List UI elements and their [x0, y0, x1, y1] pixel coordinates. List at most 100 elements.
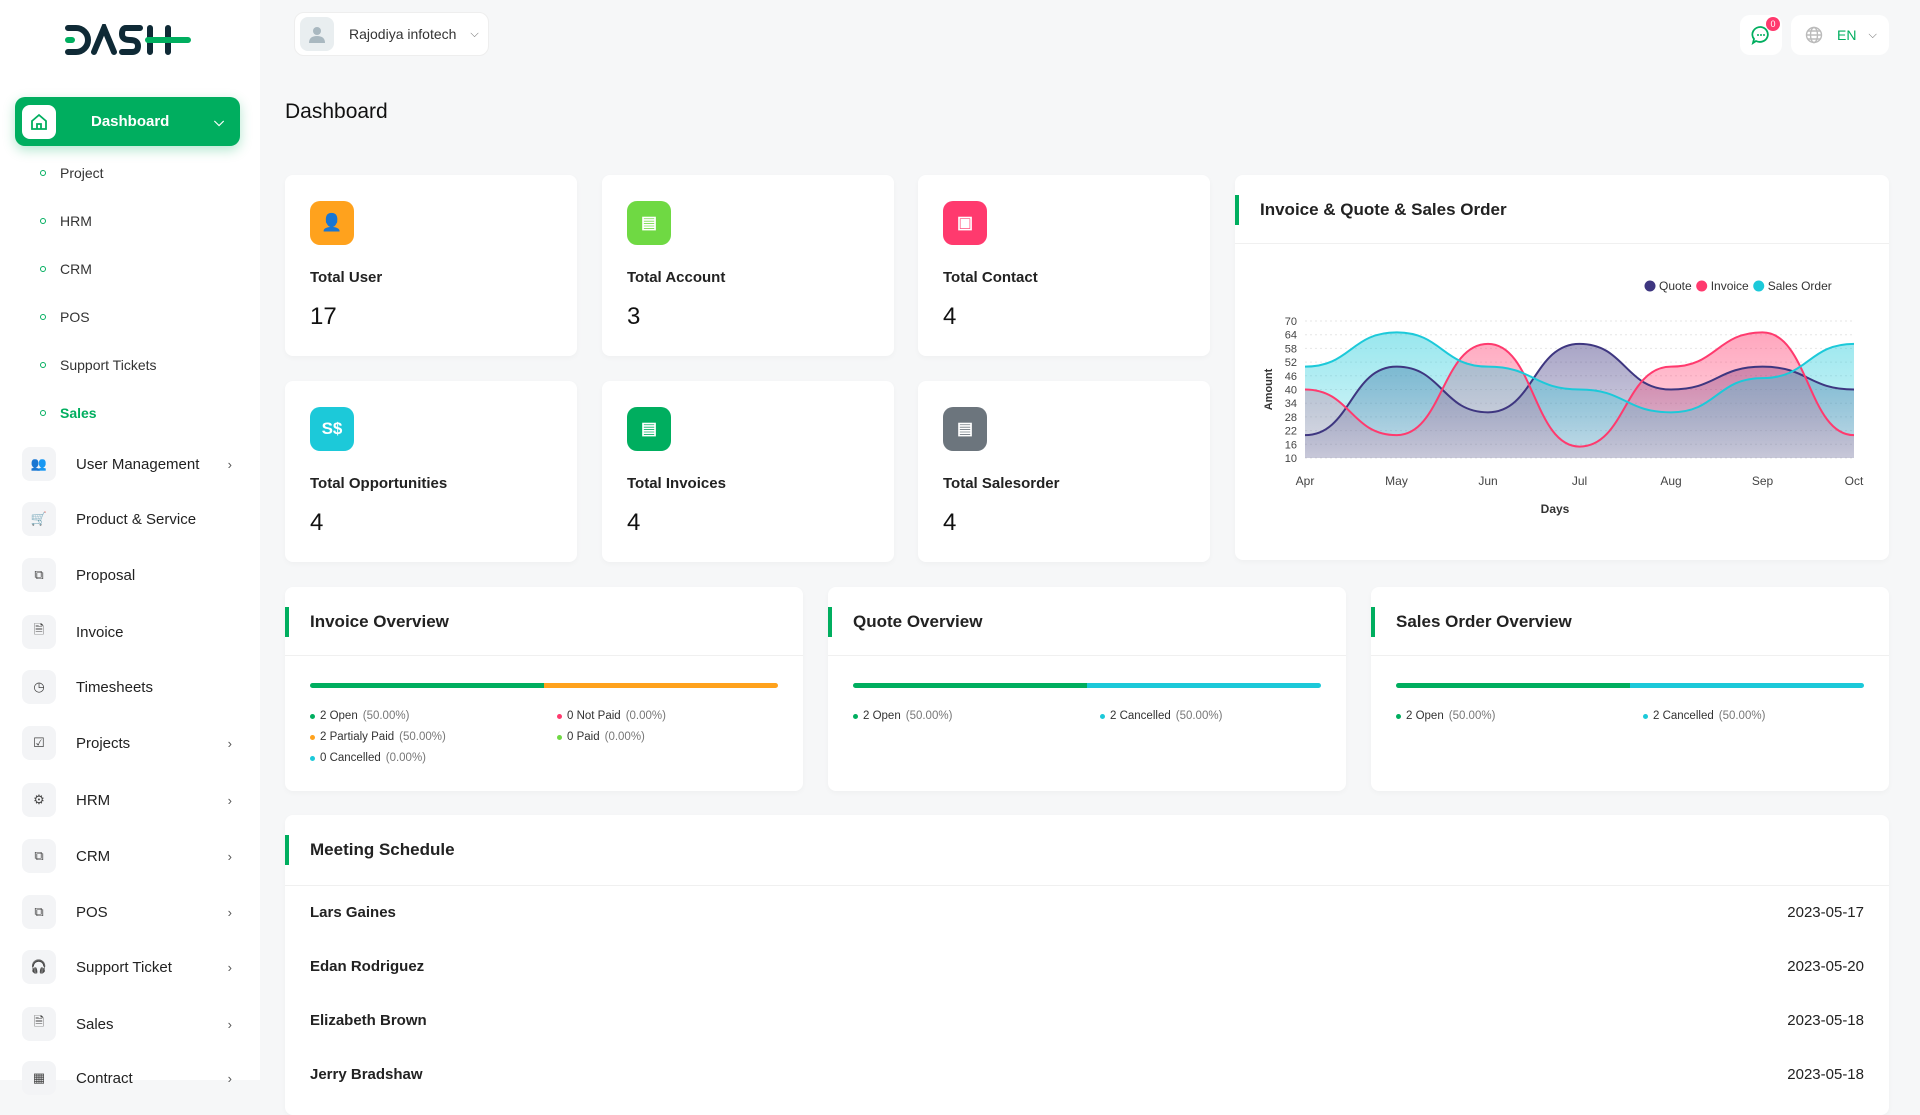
sidebar-item-product-service[interactable]: 🛒 Product & Service	[22, 501, 232, 537]
chevron-right-icon: ›	[227, 792, 232, 808]
y-tick-label: 46	[1285, 371, 1297, 383]
clock-icon: ◷	[22, 670, 56, 704]
sidebar-subitem-hrm[interactable]: HRM	[40, 213, 92, 229]
bullet-icon	[40, 218, 46, 224]
dot-icon	[853, 713, 858, 719]
legend-marker	[1696, 280, 1708, 292]
salesorder-icon: ▤	[943, 407, 987, 451]
dot-icon	[310, 713, 315, 719]
layers-icon: ⧉	[22, 895, 56, 929]
sidebar-item-invoice[interactable]: 🗎 Invoice	[22, 614, 232, 650]
legend-item: 2 Partialy Paid (50.00%)	[310, 731, 446, 743]
file-icon: 🗎	[22, 615, 56, 649]
account-icon: ▤	[627, 201, 671, 245]
area-sales-order	[1305, 332, 1854, 458]
legend-marker	[1753, 280, 1765, 292]
line-invoice[interactable]	[1304, 331, 1855, 448]
line-quote[interactable]	[1304, 342, 1855, 437]
sidebar: Dashboard ⌵ Project HRM CRM POS Support Tick…	[0, 0, 260, 1095]
checklist-icon: ☑	[22, 726, 56, 760]
globe-icon	[1805, 26, 1823, 44]
sidebar-item-proposal[interactable]: ⧉ Proposal	[22, 557, 232, 593]
sidebar-item-dashboard[interactable]: Dashboard ⌵	[15, 97, 240, 146]
sidebar-item-hrm[interactable]: ⚙ HRM ›	[22, 782, 232, 818]
sidebar-item-timesheets[interactable]: ◷ Timesheets	[22, 669, 232, 705]
sidebar-subitem-support-tickets[interactable]: Support Tickets	[40, 357, 157, 373]
users-icon: 👥	[22, 447, 56, 481]
contact-icon: ▣	[943, 201, 987, 245]
sidebar-item-sales[interactable]: 🗎 Sales ›	[22, 1006, 232, 1042]
stat-card-total-opportunities: S$ Total Opportunities 4	[285, 381, 577, 562]
stat-card-total-contact: ▣ Total Contact 4	[918, 175, 1210, 356]
sidebar-subitem-pos[interactable]: POS	[40, 309, 90, 325]
progress-bar	[310, 683, 778, 688]
y-tick-label: 64	[1285, 330, 1297, 342]
legend-label[interactable]: Sales Order	[1768, 279, 1832, 293]
x-tick-label: May	[1385, 474, 1408, 488]
stat-card-total-invoices: ▤ Total Invoices 4	[602, 381, 894, 562]
legend-label[interactable]: Invoice	[1711, 279, 1749, 293]
sidebar-subitem-sales[interactable]: Sales	[40, 405, 97, 421]
layers-icon: ⧉	[22, 839, 56, 873]
y-tick-label: 58	[1285, 343, 1297, 355]
chart-title: Invoice & Quote & Sales Order	[1235, 195, 1507, 225]
meeting-row[interactable]: Lars Gaines 2023-05-17	[310, 904, 1864, 921]
y-tick-label: 28	[1285, 412, 1297, 424]
messages-button[interactable]: 0	[1740, 15, 1782, 55]
dot-icon	[1643, 713, 1648, 719]
language-selector[interactable]: EN ⌵	[1791, 15, 1889, 55]
user-icon: 👤	[310, 201, 354, 245]
meeting-schedule-title: Meeting Schedule	[285, 835, 455, 865]
sidebar-item-contract[interactable]: ▦ Contract ›	[22, 1060, 232, 1096]
y-tick-label: 52	[1285, 357, 1297, 369]
company-switcher[interactable]: Rajodiya infotech ⌵	[294, 12, 489, 56]
overview-title: Sales Order Overview	[1371, 607, 1572, 637]
legend-label[interactable]: Quote	[1659, 279, 1692, 293]
legend-marker	[1644, 280, 1656, 292]
bullet-icon	[40, 362, 46, 368]
dot-icon	[1396, 713, 1401, 719]
bullet-icon	[40, 170, 46, 176]
chevron-right-icon: ›	[227, 959, 232, 975]
sidebar-item-user-management[interactable]: 👥 User Management ›	[22, 446, 232, 482]
company-name: Rajodiya infotech	[349, 26, 457, 42]
legend-item: 0 Paid (0.00%)	[557, 731, 645, 743]
meeting-row[interactable]: Elizabeth Brown 2023-05-18	[310, 1012, 1864, 1029]
progress-segment	[310, 683, 544, 688]
overview-card: Quote Overview 2 Open (50.00%) 2 Cancelled(…	[828, 587, 1346, 791]
legend-item: 0 Cancelled (0.00%)	[310, 752, 426, 764]
y-tick-label: 40	[1285, 385, 1297, 397]
notification-badge: 0	[1766, 17, 1780, 31]
chevron-down-icon: ⌵	[470, 27, 479, 40]
sidebar-item-pos[interactable]: ⧉ POS ›	[22, 894, 232, 930]
line-sales-order[interactable]	[1304, 331, 1855, 414]
progress-segment	[1630, 683, 1864, 688]
bullet-icon	[40, 266, 46, 272]
progress-segment	[853, 683, 1087, 688]
overview-title: Quote Overview	[828, 607, 982, 637]
dot-icon	[557, 713, 562, 719]
invoice-icon: ▤	[627, 407, 671, 451]
legend-item: 0 Not Paid (0.00%)	[557, 710, 666, 722]
file-icon: 🗎	[22, 1007, 56, 1041]
chevron-right-icon: ›	[227, 456, 232, 472]
y-tick-label: 22	[1285, 426, 1297, 438]
sidebar-item-support-ticket[interactable]: 🎧 Support Ticket ›	[22, 949, 232, 985]
chart-card: Invoice & Quote & Sales Order 10 16 22 28 34…	[1235, 175, 1889, 560]
y-tick-label: 10	[1285, 453, 1297, 465]
meeting-row[interactable]: Jerry Bradshaw 2023-05-18	[310, 1066, 1864, 1083]
sidebar-subitem-project[interactable]: Project	[40, 165, 104, 181]
dot-icon	[557, 734, 562, 740]
sidebar-subitem-crm[interactable]: CRM	[40, 261, 92, 277]
page-title: Dashboard	[285, 100, 388, 123]
chevron-right-icon: ›	[227, 1016, 232, 1032]
x-tick-label: Sep	[1752, 474, 1774, 488]
x-tick-label: Oct	[1845, 474, 1864, 488]
sidebar-item-projects[interactable]: ☑ Projects ›	[22, 725, 232, 761]
chevron-down-icon: ⌵	[1868, 28, 1877, 41]
stat-card-total-user: 👤 Total User 17	[285, 175, 577, 356]
meeting-row[interactable]: Edan Rodriguez 2023-05-20	[310, 958, 1864, 975]
home-icon	[22, 104, 56, 139]
sidebar-item-crm[interactable]: ⧉ CRM ›	[22, 838, 232, 874]
progress-segment	[544, 683, 778, 688]
